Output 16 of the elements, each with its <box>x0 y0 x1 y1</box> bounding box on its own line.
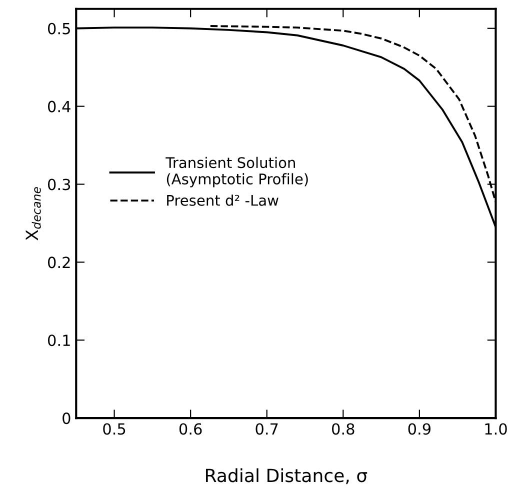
legend-label: Transient Solution (Asymptotic Profile) <box>166 156 308 188</box>
x-axis-title: Radial Distance, σ <box>206 468 368 484</box>
x-tick-label: 0.5 <box>103 423 126 435</box>
x-tick-label: 0.9 <box>408 423 431 435</box>
legend-label: Present d² -Law <box>167 194 278 206</box>
x-tick-label: 0.6 <box>179 423 202 435</box>
y-tick-label: 0.3 <box>48 178 70 190</box>
y-tick-label: 0.4 <box>48 100 70 112</box>
x-tick-label: 1.0 <box>485 423 507 435</box>
x-tick-label: 0.8 <box>332 423 354 435</box>
y-tick-label: 0.2 <box>48 256 70 268</box>
y-tick-label: 0 <box>62 412 70 424</box>
y-axis-title: X$_{decane}$ <box>26 187 41 240</box>
x-tick-label: 0.7 <box>256 423 278 435</box>
y-tick-label: 0.1 <box>48 334 70 346</box>
y-tick-label: 0.5 <box>48 22 70 34</box>
